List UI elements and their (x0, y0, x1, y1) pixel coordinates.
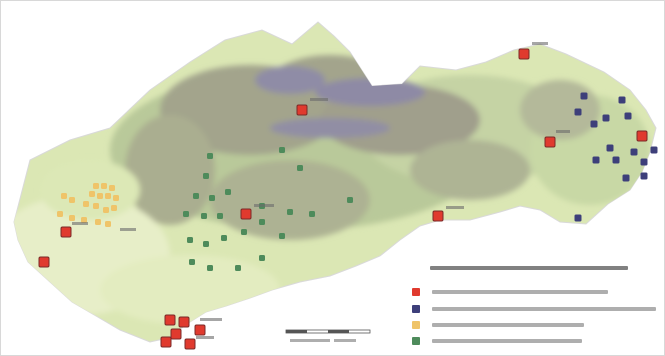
green-marker (201, 213, 207, 219)
green-marker (207, 265, 213, 271)
red-marker (184, 338, 196, 350)
navy-square-icon (412, 305, 420, 313)
legend-item-navy (412, 303, 658, 315)
green-marker (217, 213, 223, 219)
red-marker (194, 324, 206, 336)
navy-marker (606, 144, 614, 152)
legend-item-label (432, 323, 584, 327)
green-marker (183, 211, 189, 217)
green-marker (347, 197, 353, 203)
navy-marker (640, 158, 648, 166)
red-marker (164, 314, 176, 326)
navy-marker (574, 108, 582, 116)
tan-marker (105, 193, 111, 199)
navy-marker (624, 112, 632, 120)
green-marker (259, 219, 265, 225)
navy-marker (602, 114, 610, 122)
legend-item-label (432, 339, 582, 343)
marker-label-blur (72, 222, 88, 225)
legend-item-tan (412, 319, 658, 331)
tan-marker (97, 193, 103, 199)
red-marker (38, 256, 50, 268)
green-square-icon (412, 337, 420, 345)
tan-marker (89, 191, 95, 197)
green-marker (241, 229, 247, 235)
navy-marker (630, 148, 638, 156)
tan-marker (109, 185, 115, 191)
marker-label-blur (556, 130, 570, 133)
green-marker (309, 211, 315, 217)
red-marker (178, 316, 190, 328)
navy-marker (618, 96, 626, 104)
navy-marker (590, 120, 598, 128)
red-marker (432, 210, 444, 222)
tan-marker (81, 217, 87, 223)
tan-marker (95, 219, 101, 225)
green-marker (235, 265, 241, 271)
tan-marker (69, 215, 75, 221)
red-square-icon (412, 288, 420, 296)
red-marker (296, 104, 308, 116)
navy-marker (612, 156, 620, 164)
marker-label-blur (254, 204, 274, 207)
green-marker (187, 237, 193, 243)
red-marker (160, 336, 172, 348)
tan-marker (93, 203, 99, 209)
tan-marker (83, 201, 89, 207)
green-marker (225, 189, 231, 195)
navy-marker (580, 92, 588, 100)
tan-marker (69, 197, 75, 203)
red-marker (544, 136, 556, 148)
tan-marker (57, 211, 63, 217)
red-marker (518, 48, 530, 60)
marker-label-blur (532, 42, 548, 45)
legend-item-green (412, 335, 658, 347)
tan-marker (113, 195, 119, 201)
legend-item-label (432, 290, 608, 294)
tan-marker (61, 193, 67, 199)
map-legend (408, 262, 658, 352)
legend-item-red (412, 286, 658, 298)
green-marker (207, 153, 213, 159)
green-marker (189, 259, 195, 265)
green-marker (297, 165, 303, 171)
marker-label-blur (310, 98, 328, 101)
green-marker (203, 241, 209, 247)
navy-marker (574, 214, 582, 222)
green-marker (287, 209, 293, 215)
markers-layer (38, 42, 658, 350)
legend-item-label (432, 307, 656, 311)
marker-label-blur (120, 228, 136, 231)
legend-title (430, 262, 652, 273)
green-marker (221, 235, 227, 241)
scale-bar (285, 329, 371, 342)
red-marker (170, 328, 182, 340)
navy-marker (622, 174, 630, 182)
marker-label-blur (446, 206, 464, 209)
tan-marker (101, 183, 107, 189)
tan-marker (111, 205, 117, 211)
marker-label-blur (196, 336, 214, 339)
navy-marker (640, 172, 648, 180)
navy-marker (650, 146, 658, 154)
relief-layer (14, 55, 650, 325)
red-marker (240, 208, 252, 220)
tan-marker (93, 183, 99, 189)
green-marker (193, 193, 199, 199)
green-marker (203, 173, 209, 179)
marker-label-blur (200, 318, 222, 321)
green-marker (279, 233, 285, 239)
tan-marker (103, 207, 109, 213)
green-marker (279, 147, 285, 153)
green-marker (259, 255, 265, 261)
green-marker (209, 195, 215, 201)
red-marker (636, 130, 648, 142)
tan-square-icon (412, 321, 420, 329)
red-marker (60, 226, 72, 238)
tan-marker (105, 221, 111, 227)
navy-marker (592, 156, 600, 164)
